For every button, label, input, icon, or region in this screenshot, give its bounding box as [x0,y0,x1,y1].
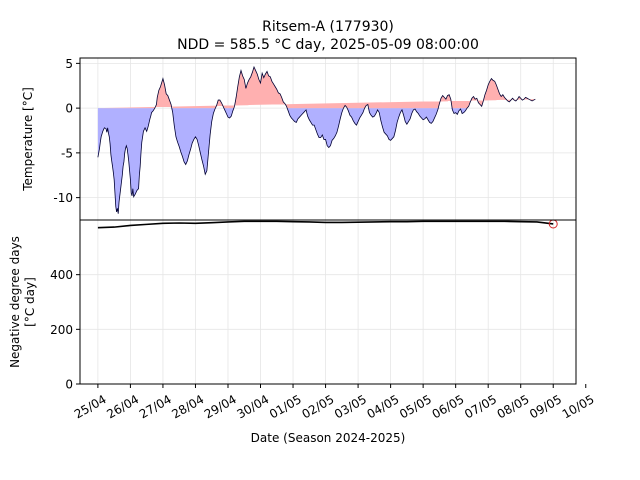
temperature-y-tick-label: -5 [61,146,73,160]
ndd-y-ticks: 0 200 400 [50,268,80,392]
temperature-negative-area [97,108,536,214]
temperature-y-tick-label: 5 [65,57,73,71]
date-x-label: Date (Season 2024-2025) [251,431,406,445]
ndd-y-tick-label: 200 [50,323,73,337]
ndd-line [97,220,554,229]
temperature-area [97,65,536,214]
chart-title-line2: NDD = 585.5 °C day, 2025-05-09 08:00:00 [177,37,479,53]
temperature-y-label: Temperature [°C] [21,87,35,192]
ndd-y-tick-label: 0 [65,378,73,392]
ndd-y-label-line1: Negative degree days [8,236,22,368]
ndd-y-label-line2: [°C day] [23,277,37,327]
ndd-axes-frame [79,219,577,385]
temperature-y-tick-label: 0 [65,102,73,116]
temperature-y-ticks: 5 0 -5 -10 [53,57,80,205]
temperature-y-tick-label: -10 [53,191,73,205]
ndd-y-tick-label: 400 [50,268,73,282]
chart-title-line1: Ritsem-A (177930) [262,19,394,35]
temperature-line [97,65,536,214]
